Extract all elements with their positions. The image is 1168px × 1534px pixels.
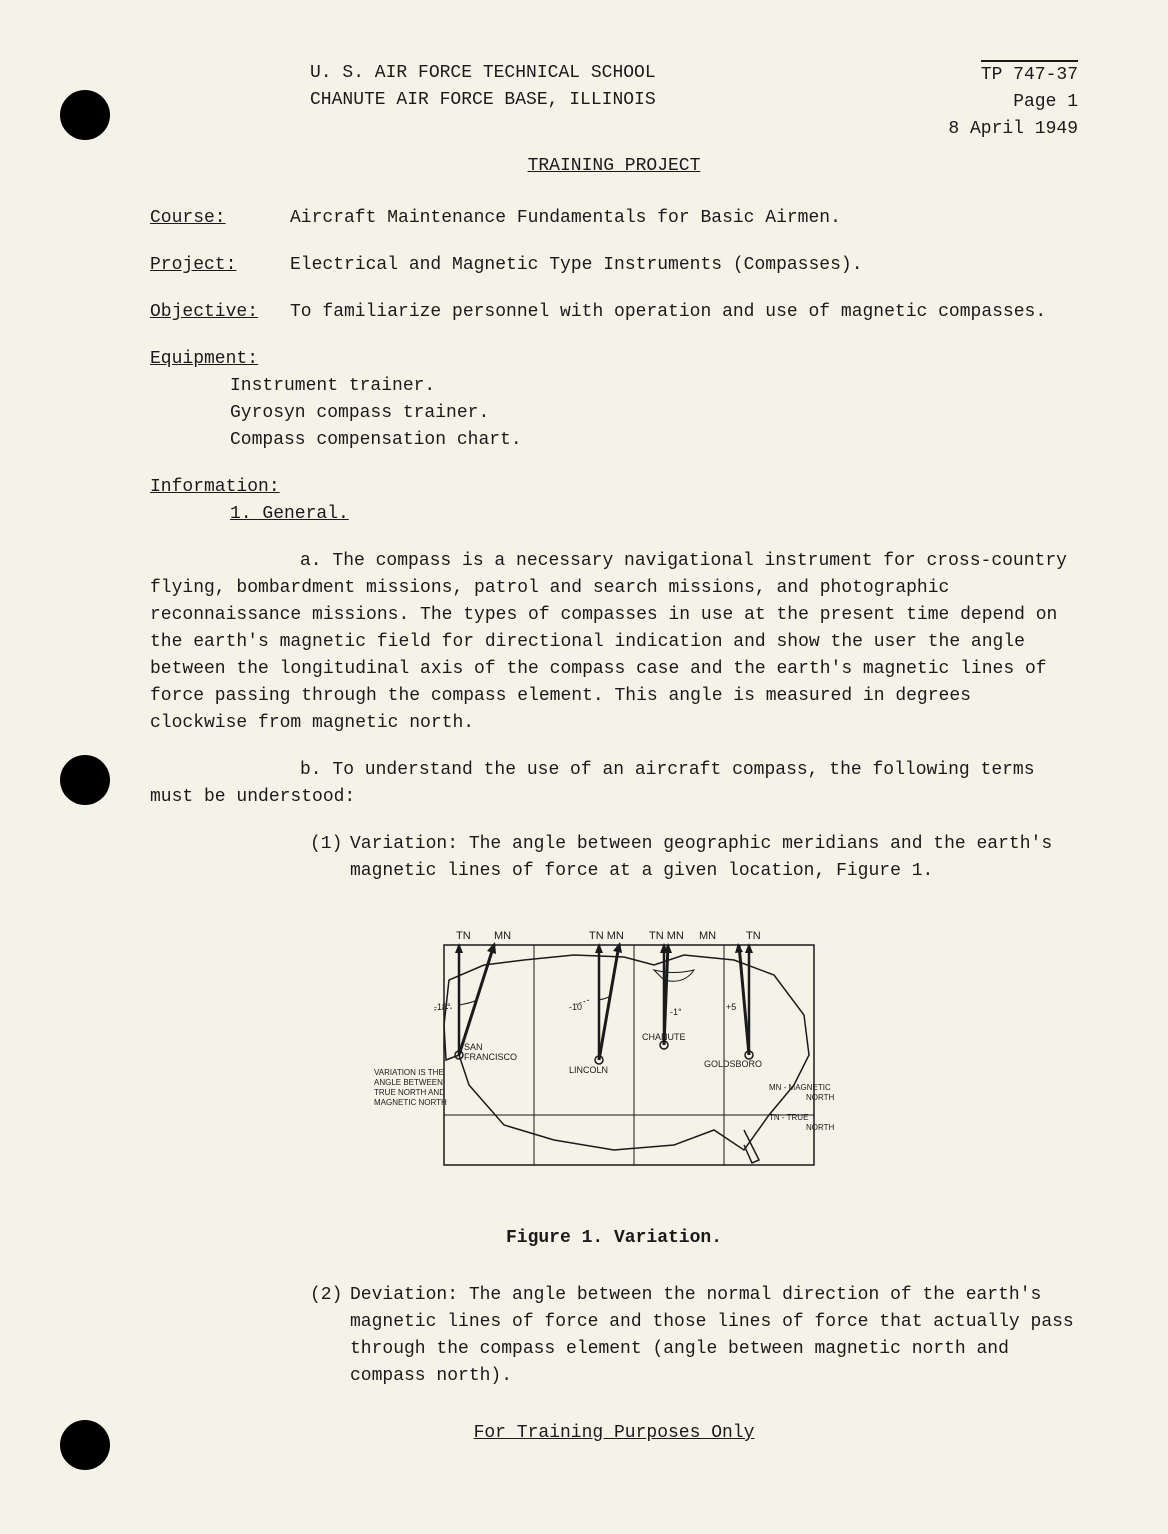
tp-number: TP 747-37	[948, 60, 1078, 89]
header-center: U. S. AIR FORCE TECHNICAL SCHOOL CHANUTE…	[310, 60, 656, 143]
course-label: Course:	[150, 205, 290, 232]
hole-punch-top	[60, 90, 110, 140]
sub-item-2-text: Deviation: The angle between the normal …	[350, 1285, 1074, 1386]
figure-1-caption: Figure 1. Variation.	[150, 1225, 1078, 1252]
equipment-item: Compass compensation chart.	[230, 427, 1078, 454]
hole-punch-middle	[60, 755, 110, 805]
sub-item-1: (1)Variation: The angle between geograph…	[350, 831, 1078, 885]
project-row: Project: Electrical and Magnetic Type In…	[150, 252, 1078, 279]
school-name-line2: CHANUTE AIR FORCE BASE, ILLINOIS	[310, 87, 656, 114]
sub-item-2-num: (2)	[310, 1282, 350, 1309]
svg-text:TN - TRUE: TN - TRUE	[769, 1113, 808, 1122]
sub-item-1-text: Variation: The angle between geographic …	[350, 834, 1052, 881]
training-title: TRAINING PROJECT	[150, 153, 1078, 180]
equipment-section: Equipment: Instrument trainer. Gyrosyn c…	[150, 346, 1078, 454]
equipment-list: Instrument trainer. Gyrosyn compass trai…	[230, 373, 1078, 454]
svg-text:-1°: -1°	[670, 1007, 682, 1017]
footer-note: For Training Purposes Only	[150, 1420, 1078, 1447]
svg-text:MAGNETIC NORTH: MAGNETIC NORTH	[374, 1098, 447, 1107]
objective-row: Objective: To familiarize personnel with…	[150, 299, 1078, 326]
svg-text:NORTH: NORTH	[806, 1123, 835, 1132]
svg-text:MN: MN	[494, 930, 511, 942]
paragraph-b: b. To understand the use of an aircraft …	[150, 757, 1078, 811]
hole-punch-bottom	[60, 1420, 110, 1470]
objective-label: Objective:	[150, 299, 290, 326]
svg-text:CHANUTE: CHANUTE	[642, 1032, 686, 1042]
sub-item-1-num: (1)	[310, 831, 350, 858]
svg-text:TN: TN	[456, 930, 471, 942]
svg-text:NORTH: NORTH	[806, 1093, 835, 1102]
project-label: Project:	[150, 252, 290, 279]
figure-1-map: TN MN TN MN TN MN MN TN -18° -10 -1° +5 …	[374, 915, 854, 1185]
svg-text:FRANCISCO: FRANCISCO	[464, 1052, 517, 1062]
information-label: Information:	[150, 477, 280, 497]
svg-text:SAN: SAN	[464, 1042, 483, 1052]
svg-text:MN: MN	[699, 930, 716, 942]
school-name-line1: U. S. AIR FORCE TECHNICAL SCHOOL	[310, 60, 656, 87]
svg-text:+5: +5	[726, 1002, 736, 1012]
figure-1-container: TN MN TN MN TN MN MN TN -18° -10 -1° +5 …	[150, 915, 1078, 1195]
svg-text:MN - MAGNETIC: MN - MAGNETIC	[769, 1083, 831, 1092]
header-right: TP 747-37 Page 1 8 April 1949	[948, 60, 1078, 143]
project-value: Electrical and Magnetic Type Instruments…	[290, 252, 1078, 279]
document-header: U. S. AIR FORCE TECHNICAL SCHOOL CHANUTE…	[150, 60, 1078, 143]
svg-text:-18°: -18°	[434, 1002, 451, 1012]
paragraph-a: a. The compass is a necessary navigation…	[150, 548, 1078, 737]
equipment-item: Gyrosyn compass trainer.	[230, 400, 1078, 427]
svg-text:VARIATION IS THE: VARIATION IS THE	[374, 1068, 444, 1077]
svg-text:TN: TN	[746, 930, 761, 942]
svg-text:TN MN: TN MN	[649, 930, 684, 942]
svg-text:-10: -10	[569, 1002, 582, 1012]
course-value: Aircraft Maintenance Fundamentals for Ba…	[290, 205, 1078, 232]
svg-text:TN MN: TN MN	[589, 930, 624, 942]
course-row: Course: Aircraft Maintenance Fundamental…	[150, 205, 1078, 232]
svg-text:LINCOLN: LINCOLN	[569, 1065, 608, 1075]
equipment-item: Instrument trainer.	[230, 373, 1078, 400]
svg-text:ANGLE BETWEEN: ANGLE BETWEEN	[374, 1078, 443, 1087]
info-heading: 1. General.	[230, 501, 1078, 528]
document-date: 8 April 1949	[948, 116, 1078, 143]
equipment-label: Equipment:	[150, 346, 1078, 373]
svg-text:GOLDSBORO: GOLDSBORO	[704, 1059, 762, 1069]
svg-text:TRUE NORTH AND: TRUE NORTH AND	[374, 1088, 445, 1097]
page-number: Page 1	[948, 89, 1078, 116]
objective-value: To familiarize personnel with operation …	[290, 299, 1078, 326]
sub-item-2: (2)Deviation: The angle between the norm…	[350, 1282, 1078, 1390]
information-section: Information: 1. General.	[150, 474, 1078, 528]
